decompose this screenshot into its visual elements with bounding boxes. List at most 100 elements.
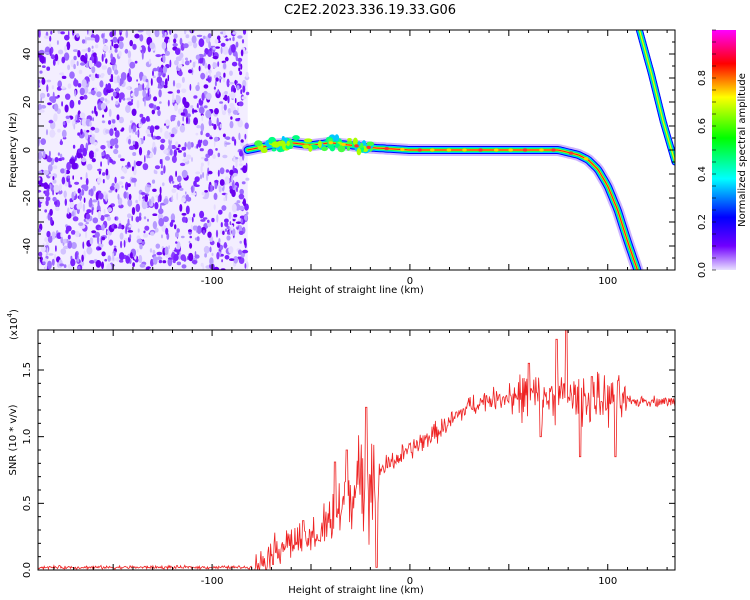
noise-speckle <box>132 262 136 267</box>
noise-speckle <box>57 30 61 34</box>
noise-speckle <box>242 165 248 174</box>
noise-speckle <box>73 55 77 61</box>
noise-speckle <box>212 154 216 159</box>
noise-speckle <box>185 194 190 201</box>
noise-speckle <box>167 257 173 267</box>
signal-blob <box>356 147 362 156</box>
noise-speckle <box>187 117 191 125</box>
noise-speckle <box>160 138 166 144</box>
noise-speckle <box>200 162 204 167</box>
noise-speckle <box>61 157 65 161</box>
noise-speckle <box>139 212 142 217</box>
noise-speckle <box>151 135 157 140</box>
noise-speckle <box>128 145 135 150</box>
noise-speckle <box>38 109 45 113</box>
noise-speckle <box>137 30 144 33</box>
noise-speckle <box>77 148 83 154</box>
noise-speckle <box>58 183 62 192</box>
noise-speckle <box>74 251 78 260</box>
noise-speckle <box>244 122 249 130</box>
noise-speckle <box>170 114 177 118</box>
noise-speckle <box>114 216 117 221</box>
snr-multiplier-close: ) <box>9 309 20 313</box>
noise-speckle <box>176 147 180 151</box>
signal-trace-line <box>243 138 642 270</box>
noise-speckle <box>183 152 187 158</box>
noise-speckle <box>102 172 106 176</box>
noise-speckle <box>143 136 146 141</box>
noise-speckle <box>164 30 167 33</box>
signal-blob <box>321 146 328 152</box>
noise-speckle <box>52 58 56 66</box>
noise-speckle <box>164 119 171 126</box>
noise-speckle <box>102 179 105 184</box>
noise-speckle <box>113 224 118 229</box>
noise-speckle <box>109 185 115 191</box>
noise-speckle <box>78 69 83 75</box>
noise-speckle <box>179 125 186 133</box>
noise-speckle <box>178 182 181 187</box>
noise-speckle <box>46 230 51 238</box>
noise-speckle <box>193 117 199 126</box>
noise-speckle <box>241 181 246 185</box>
noise-speckle <box>138 254 143 264</box>
noise-speckle <box>170 133 175 138</box>
noise-speckle <box>101 53 104 62</box>
noise-speckle <box>238 230 244 235</box>
signal-blob <box>337 145 346 153</box>
noise-speckle <box>73 123 76 130</box>
noise-speckle <box>132 43 137 50</box>
noise-speckle <box>40 245 46 253</box>
noise-speckle <box>175 170 178 177</box>
noise-speckle <box>191 216 194 223</box>
noise-speckle <box>179 187 184 191</box>
noise-speckle <box>105 194 108 202</box>
noise-speckle <box>200 219 206 222</box>
noise-speckle <box>102 37 105 45</box>
noise-speckle <box>163 165 166 174</box>
noise-speckle <box>230 91 236 99</box>
noise-speckle <box>202 196 209 200</box>
noise-speckle <box>88 199 93 208</box>
noise-speckle <box>85 213 91 220</box>
noise-speckle <box>222 154 228 159</box>
noise-speckle <box>104 98 108 102</box>
noise-speckle <box>60 86 66 89</box>
noise-speckle <box>223 197 226 202</box>
noise-speckle <box>163 84 168 89</box>
noise-speckle <box>77 188 82 194</box>
noise-speckle <box>235 221 242 224</box>
noise-speckle <box>126 86 131 91</box>
spectrogram-ylabel: Frequency (Hz) <box>8 112 19 188</box>
noise-speckle <box>70 230 76 235</box>
noise-speckle <box>108 234 110 242</box>
noise-speckle <box>105 129 110 134</box>
noise-speckle <box>201 92 205 101</box>
noise-speckle <box>53 253 57 261</box>
noise-speckle <box>137 129 140 138</box>
noise-speckle <box>43 35 50 39</box>
noise-speckle <box>98 247 102 251</box>
noise-speckle <box>244 133 247 140</box>
noise-speckle <box>131 215 133 222</box>
noise-speckle <box>102 114 105 118</box>
signal-trace-line <box>247 142 638 270</box>
noise-speckle <box>231 61 238 67</box>
noise-speckle <box>185 205 190 215</box>
noise-speckle <box>95 191 99 201</box>
noise-speckle <box>196 107 199 112</box>
noise-speckle <box>63 190 67 198</box>
noise-speckle <box>83 197 86 203</box>
noise-speckle <box>80 54 86 62</box>
noise-speckle <box>54 157 59 163</box>
signal-hotspot <box>384 147 389 151</box>
noise-speckle <box>88 60 93 68</box>
noise-speckle <box>61 129 67 138</box>
noise-speckle <box>191 260 198 264</box>
noise-speckle <box>46 93 50 97</box>
noise-speckle <box>112 252 115 261</box>
noise-speckle <box>98 74 101 78</box>
noise-speckle <box>87 137 90 146</box>
noise-speckle <box>95 148 99 152</box>
noise-speckle <box>114 69 119 75</box>
